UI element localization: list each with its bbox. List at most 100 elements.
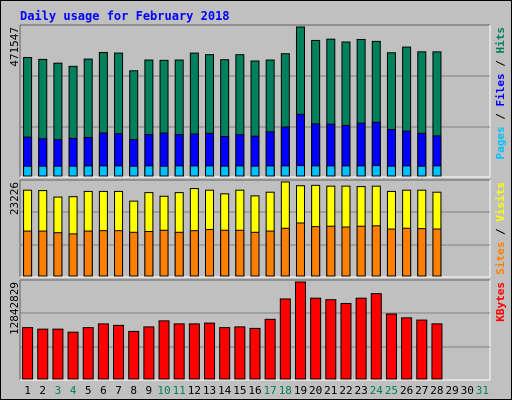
bar-pages xyxy=(341,165,351,177)
legend-part: / xyxy=(494,54,507,74)
bar-sites xyxy=(280,227,290,277)
bar-kbytes xyxy=(67,331,79,380)
bar-pages xyxy=(114,165,124,177)
day-label: 2 xyxy=(39,384,46,397)
bar-pages xyxy=(189,165,199,177)
bar-kbytes xyxy=(128,330,140,380)
series-hits xyxy=(23,26,442,177)
bar-sites xyxy=(432,228,442,277)
bar-kbytes xyxy=(37,328,49,380)
bar-sites xyxy=(23,230,33,277)
day-label: 7 xyxy=(115,384,122,397)
bar-kbytes xyxy=(294,281,306,380)
day-label: 4 xyxy=(70,384,77,397)
legend-part: Pages xyxy=(494,126,507,159)
bar-kbytes xyxy=(188,323,200,380)
chart-title: Daily usage for February 2018 xyxy=(20,9,230,23)
legend-part: Files xyxy=(494,73,507,106)
day-label: 24 xyxy=(370,384,384,397)
bar-kbytes xyxy=(22,327,34,380)
legend-part: Visits xyxy=(494,182,507,222)
day-label: 3 xyxy=(55,384,62,397)
bar-pages xyxy=(205,165,215,177)
bar-pages xyxy=(326,165,336,177)
bar-kbytes xyxy=(385,313,397,380)
bar-sites xyxy=(129,231,139,277)
bar-sites xyxy=(265,230,275,277)
bar-kbytes xyxy=(249,327,261,380)
bar-kbytes xyxy=(158,320,170,380)
bar-sites xyxy=(174,231,184,277)
day-label: 15 xyxy=(233,384,246,397)
bar-pages xyxy=(83,165,93,177)
bar-sites xyxy=(83,230,93,277)
bar-kbytes xyxy=(355,297,367,380)
bar-pages xyxy=(38,165,48,177)
bar-pages xyxy=(129,165,139,177)
legend-part: / xyxy=(494,222,507,242)
bar-sites xyxy=(53,232,63,277)
bar-pages xyxy=(311,165,321,177)
bar-sites xyxy=(114,230,124,277)
bar-sites xyxy=(159,229,169,277)
bar-pages xyxy=(159,165,169,177)
bar-kbytes xyxy=(52,328,64,380)
day-label: 17 xyxy=(264,384,277,397)
bar-kbytes xyxy=(234,326,246,380)
bar-sites xyxy=(250,231,260,277)
bar-sites xyxy=(205,228,215,277)
panel-kbytes: 12842829 KBytes xyxy=(8,279,507,381)
bar-pages xyxy=(23,165,33,177)
day-label: 25 xyxy=(385,384,398,397)
day-label: 13 xyxy=(203,384,216,397)
bar-kbytes xyxy=(264,318,276,380)
bar-pages xyxy=(265,165,275,177)
bar-kbytes xyxy=(370,293,382,380)
bar-kbytes xyxy=(173,323,185,380)
y-max-label: 23226 xyxy=(8,182,21,215)
day-label: 27 xyxy=(415,384,428,397)
y-max-label: 471547 xyxy=(8,27,21,67)
bar-kbytes xyxy=(401,317,413,380)
day-label: 10 xyxy=(157,384,170,397)
panel-visits-sites: 23226 Sites / Visits xyxy=(8,179,507,278)
bar-sites xyxy=(98,230,108,277)
bar-pages xyxy=(371,165,381,177)
bar-pages xyxy=(250,165,260,177)
legend-part: KBytes xyxy=(494,282,507,322)
day-label: 29 xyxy=(445,384,458,397)
bar-kbytes xyxy=(340,302,352,380)
bar-kbytes xyxy=(219,327,231,380)
bar-pages xyxy=(68,165,78,177)
bar-sites xyxy=(402,227,412,277)
bar-pages xyxy=(402,165,412,177)
bar-sites xyxy=(311,226,321,277)
day-label: 21 xyxy=(324,384,337,397)
day-label: 12 xyxy=(188,384,201,397)
day-label: 22 xyxy=(339,384,352,397)
day-label: 23 xyxy=(355,384,368,397)
bar-sites xyxy=(417,228,427,277)
day-label: 30 xyxy=(461,384,474,397)
bar-kbytes xyxy=(416,319,428,380)
y-axis-legend: KBytes xyxy=(494,282,507,322)
day-label: 6 xyxy=(100,384,107,397)
day-label: 9 xyxy=(146,384,153,397)
bar-kbytes xyxy=(113,324,125,380)
y-max-label: 12842829 xyxy=(8,282,21,335)
bar-sites xyxy=(356,225,366,277)
bar-pages xyxy=(144,165,154,177)
series-kbytes xyxy=(22,281,443,380)
bar-kbytes xyxy=(204,322,216,380)
day-label: 5 xyxy=(85,384,92,397)
day-label: 28 xyxy=(430,384,443,397)
day-label: 16 xyxy=(248,384,261,397)
y-axis-legend: Pages / Files / Hits xyxy=(494,27,507,160)
series-sites xyxy=(23,222,442,277)
bar-sites xyxy=(235,229,245,277)
series-pages xyxy=(23,165,442,177)
bar-pages xyxy=(386,165,396,177)
bar-sites xyxy=(189,230,199,277)
bar-kbytes xyxy=(325,299,337,380)
